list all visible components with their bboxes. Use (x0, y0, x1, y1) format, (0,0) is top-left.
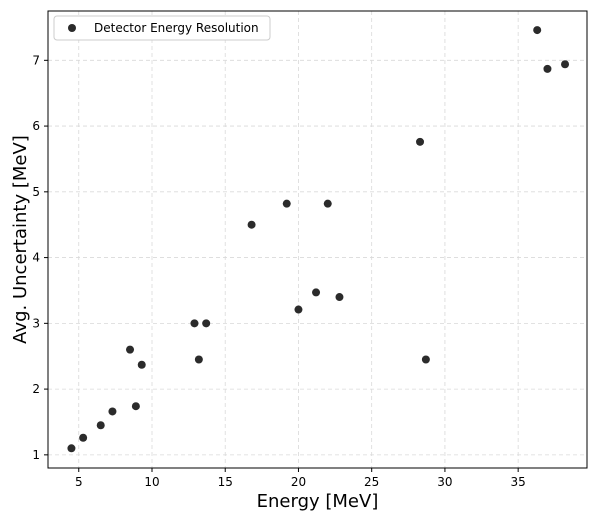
plot-frame (47, 10, 588, 469)
data-point (312, 288, 321, 297)
data-point (421, 355, 430, 364)
x-axis: 5 10 15 20 25 30 35 (75, 468, 526, 489)
data-points (67, 26, 570, 453)
legend: Detector Energy Resolution (53, 15, 271, 41)
x-tick-label: 30 (437, 475, 452, 489)
grid (48, 11, 587, 468)
data-point (79, 433, 88, 442)
x-axis-label: Energy [MeV] (257, 491, 379, 512)
y-axis-label: Avg. Uncertainty [MeV] (10, 135, 31, 344)
data-point (282, 199, 291, 208)
x-tick-label: 5 (75, 475, 83, 489)
data-point (323, 199, 332, 208)
data-point (543, 64, 552, 73)
x-tick-label: 25 (364, 475, 379, 489)
data-point (247, 220, 256, 229)
legend-box (53, 15, 271, 41)
data-point (202, 319, 211, 328)
x-tick-label: 35 (511, 475, 526, 489)
data-point (131, 402, 140, 411)
data-point (561, 60, 570, 69)
y-tick-label: 7 (32, 53, 40, 67)
y-tick-label: 5 (32, 185, 40, 199)
data-point (194, 355, 203, 364)
data-point (67, 444, 76, 453)
data-point (335, 293, 344, 302)
y-tick-label: 6 (32, 119, 40, 133)
data-point (126, 345, 135, 354)
x-tick-label: 20 (291, 475, 306, 489)
data-point (108, 407, 117, 416)
legend-marker (68, 24, 76, 32)
data-point (96, 421, 105, 430)
x-tick-label: 10 (144, 475, 159, 489)
y-tick-label: 4 (32, 251, 40, 265)
data-point (137, 360, 146, 369)
data-point (190, 319, 199, 328)
x-tick-label: 15 (218, 475, 233, 489)
data-point (533, 26, 542, 35)
y-tick-label: 1 (32, 448, 40, 462)
y-tick-label: 2 (32, 382, 40, 396)
y-axis: 1 2 3 4 5 6 7 (32, 53, 48, 462)
data-point (416, 137, 425, 146)
data-point (294, 305, 303, 314)
legend-label: Detector Energy Resolution (94, 21, 259, 35)
y-tick-label: 3 (32, 316, 40, 330)
